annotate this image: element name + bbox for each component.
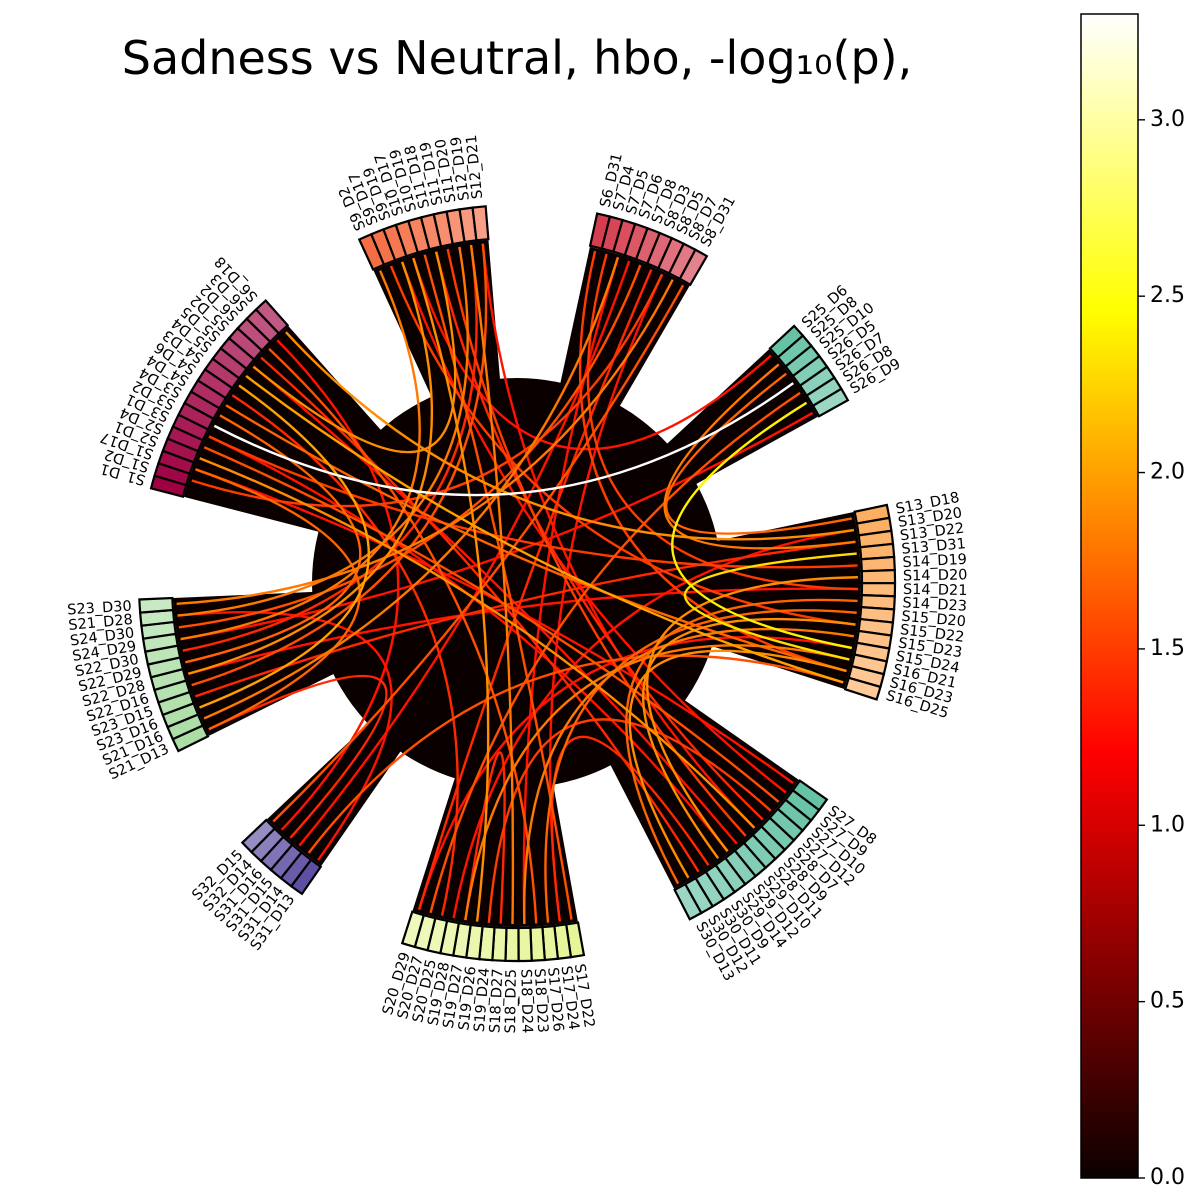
- chord-link: [225, 404, 847, 673]
- chord-link: [423, 254, 573, 920]
- chord-link: [203, 446, 780, 803]
- node-label: S18_D24: [517, 969, 534, 1034]
- colorbar-tick-label: 0.0: [1150, 1165, 1185, 1190]
- chord-link: [176, 279, 674, 605]
- node-segment: [400, 910, 426, 949]
- node-label: S15_D22: [899, 622, 965, 646]
- node-label: S13_D22: [899, 521, 965, 545]
- chord-link: [178, 264, 642, 629]
- node-label: S18_D23: [531, 968, 551, 1033]
- chord-link: [469, 244, 515, 924]
- colorbar-tick-label: 0.5: [1150, 989, 1185, 1014]
- chord-link: [665, 372, 853, 535]
- chord-link: [550, 735, 710, 922]
- node-segment: [504, 926, 520, 963]
- colorbar: 0.0 0.5 1.0 1.5 2.0 2.5 3.0: [1080, 13, 1185, 1190]
- chord-diagram: S1_D1S1_D2S1_D17S2_D1S2_D4S3_D1S3_D2S3_D…: [67, 134, 968, 1034]
- node-label: S14_D21: [903, 582, 968, 599]
- chord-links: [176, 243, 858, 924]
- chord-link: [641, 617, 856, 860]
- chord-link: [389, 265, 856, 626]
- chord-link: [208, 435, 858, 569]
- chord-link: [272, 284, 685, 823]
- chord-link: [464, 751, 506, 924]
- node-labels: S1_D1S1_D2S1_D17S2_D1S2_D4S3_D1S3_D2S3_D…: [67, 134, 968, 1034]
- chord-link: [646, 576, 858, 852]
- ribbon-core: [312, 378, 722, 788]
- chord-link: [481, 243, 756, 829]
- chord-link: [429, 391, 801, 914]
- node-segment: [860, 555, 896, 573]
- node-segment: [860, 568, 897, 585]
- chord-link: [199, 384, 370, 709]
- colorbar-tick-label: 2.0: [1150, 460, 1185, 485]
- chord-link: [446, 248, 747, 837]
- node-label: S17_D26: [544, 967, 566, 1033]
- node-segment: [673, 882, 703, 921]
- chord-link: [307, 654, 844, 854]
- node-segment: [517, 926, 533, 963]
- chord-link: [671, 401, 852, 650]
- chord-link: [522, 256, 620, 924]
- chord-link: [177, 246, 469, 617]
- chord-link: [523, 627, 855, 924]
- chord-link: [578, 250, 847, 673]
- chord-link: [180, 270, 421, 641]
- node-label: S18_D25: [503, 969, 520, 1034]
- chord-link: [452, 528, 855, 919]
- chord-link: [586, 253, 858, 591]
- node-segment: [678, 248, 709, 287]
- colorbar-gradient: [1080, 13, 1139, 1179]
- chart-title: Sadness vs Neutral, hbo, -log₁₀(p),: [122, 31, 913, 85]
- node-label: S13_D31: [901, 536, 967, 558]
- chord-link: [199, 457, 756, 829]
- node-segment: [240, 818, 277, 854]
- node-label: S15_D20: [901, 609, 967, 631]
- chord-link: [208, 674, 388, 839]
- node-label: S18_D27: [487, 968, 506, 1033]
- chord-link: [182, 244, 478, 652]
- node-label: S23_D30: [67, 599, 132, 619]
- colorbar-tick-label: 2.5: [1150, 283, 1185, 308]
- node-label: S14_D23: [902, 595, 967, 614]
- node-segment: [138, 596, 175, 614]
- node-label: S12_D21: [464, 134, 486, 200]
- node-segment: [471, 205, 490, 242]
- node-label: S14_D19: [902, 552, 967, 571]
- node-segment: [843, 676, 882, 701]
- chord-link: [298, 260, 631, 847]
- node-label: S19_D24: [472, 967, 493, 1033]
- chord-ribbons: [173, 240, 861, 927]
- chord-link: [268, 348, 538, 924]
- chord-link: [213, 382, 794, 497]
- chord-link: [245, 374, 844, 684]
- colorbar-tick-label: 1.5: [1150, 636, 1185, 661]
- node-segment: [254, 299, 290, 335]
- chord-link: [187, 261, 433, 675]
- chord-link: [412, 257, 490, 922]
- node-segment: [811, 387, 850, 418]
- chord-link: [203, 256, 620, 720]
- node-label: S14_D20: [903, 567, 968, 584]
- chord-link: [663, 363, 856, 550]
- chord-link: [434, 251, 764, 821]
- colorbar-tick-label: 3.0: [1150, 107, 1185, 132]
- chord-link: [285, 331, 855, 541]
- chord-link: [683, 552, 857, 661]
- chord-link: [191, 243, 488, 687]
- node-label: S19_D26: [456, 965, 479, 1031]
- node-segments: [138, 205, 897, 963]
- colorbar-ticks: 0.0 0.5 1.0 1.5 2.0 2.5 3.0: [1138, 107, 1185, 1190]
- chord-link: [625, 598, 858, 885]
- node-label: S21_D28: [68, 612, 134, 634]
- chord-link: [276, 339, 400, 831]
- colorbar-tick-label: 1.0: [1150, 812, 1185, 837]
- chord-link: [191, 273, 664, 508]
- chord-link: [628, 649, 847, 879]
